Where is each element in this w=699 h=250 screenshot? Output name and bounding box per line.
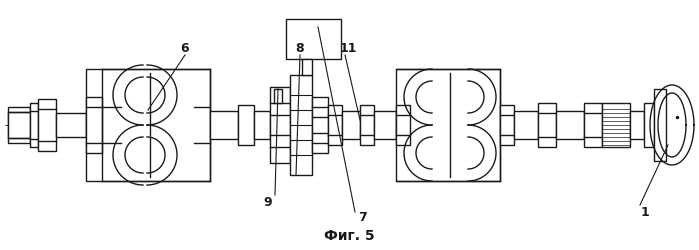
Bar — [644, 104, 654, 148]
Bar — [290, 154, 312, 163]
Bar — [312, 148, 328, 154]
Bar — [290, 88, 312, 98]
Bar — [500, 106, 514, 146]
Bar — [556, 112, 584, 140]
Bar — [270, 88, 290, 163]
Bar — [500, 106, 514, 112]
Polygon shape — [650, 86, 694, 165]
Bar — [290, 110, 312, 120]
Text: 11: 11 — [339, 41, 356, 54]
Bar — [500, 140, 514, 145]
Bar — [514, 112, 538, 140]
Text: 9: 9 — [264, 196, 273, 209]
Bar — [342, 112, 360, 140]
Text: 1: 1 — [640, 206, 649, 219]
Bar — [38, 100, 56, 152]
Bar — [584, 104, 602, 148]
Bar — [396, 70, 500, 181]
Bar — [8, 108, 30, 144]
Bar — [374, 112, 396, 140]
Bar — [30, 104, 38, 148]
Bar — [86, 70, 210, 181]
Bar — [274, 90, 282, 104]
Text: 8: 8 — [296, 41, 304, 54]
Bar — [312, 98, 328, 103]
Bar — [302, 60, 312, 76]
Text: 6: 6 — [180, 41, 189, 54]
Bar — [630, 112, 644, 140]
Bar — [538, 104, 556, 148]
Text: 7: 7 — [358, 211, 366, 224]
Bar — [312, 98, 328, 154]
Text: Фиг. 5: Фиг. 5 — [324, 228, 374, 242]
Bar — [654, 90, 666, 161]
Bar — [396, 106, 410, 112]
Bar — [56, 114, 86, 138]
Bar — [8, 112, 30, 138]
Bar — [396, 106, 410, 146]
Bar — [210, 112, 238, 140]
Bar — [290, 76, 312, 175]
Bar — [396, 140, 410, 145]
Bar — [328, 106, 342, 146]
Bar — [360, 106, 374, 146]
Bar — [602, 104, 630, 148]
Bar — [254, 112, 270, 140]
Bar — [238, 106, 254, 146]
Bar — [286, 20, 341, 60]
Bar — [86, 98, 102, 154]
